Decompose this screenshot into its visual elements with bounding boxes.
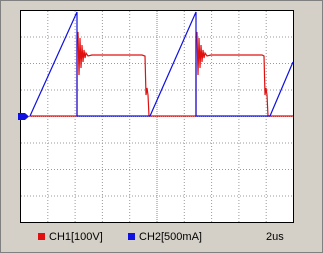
ground-marker xyxy=(18,113,29,120)
legend-label: CH1[100V] xyxy=(49,231,103,243)
ch1-trace xyxy=(30,31,293,117)
legend-label: CH2[500mA] xyxy=(139,231,202,243)
legend-swatch xyxy=(128,233,135,240)
ch2-trace xyxy=(29,11,294,117)
legend-swatch xyxy=(38,233,45,240)
timebase: 2us xyxy=(266,231,284,243)
